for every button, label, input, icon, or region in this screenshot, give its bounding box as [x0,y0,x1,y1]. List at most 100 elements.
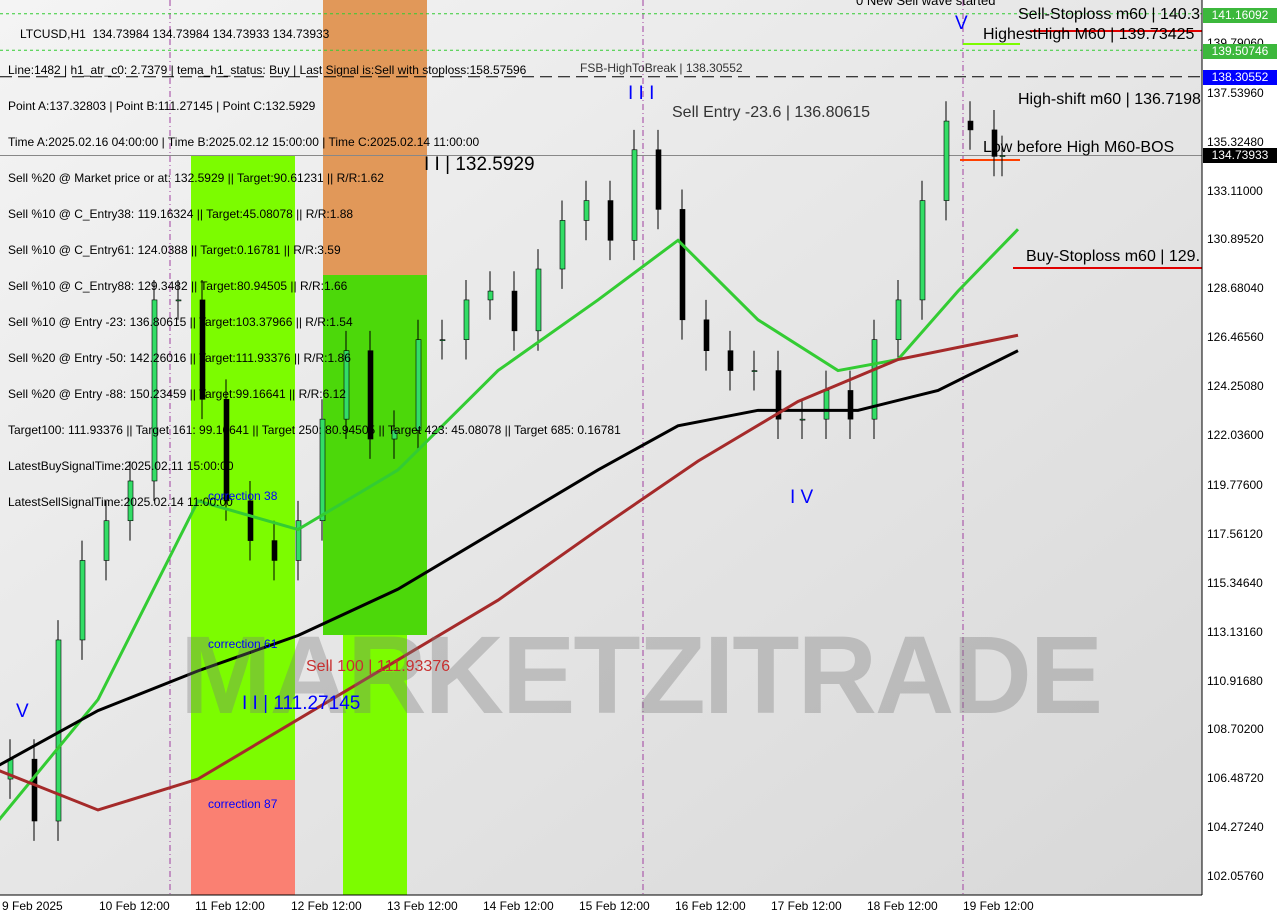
sell100-label: Sell 100 | 111.93376 [306,658,451,675]
x-tick-label: 12 Feb 12:00 [291,899,362,913]
candle-body [79,560,86,641]
y-tick-label: 133.11000 [1207,183,1263,198]
candle-body [343,350,350,420]
y-tick-label: 135.32480 [1207,134,1264,149]
watermark: MARKETZITRADE [180,614,1103,737]
entry-zone [343,635,407,895]
x-tick-label: 16 Feb 12:00 [675,899,746,913]
wave-iii-label: I I I [628,83,655,104]
candle-body [631,149,638,241]
entry-zone [323,275,427,635]
info-line: Line:1482 | h1_atr_c0: 2.7379 | tema_h1_… [8,63,527,77]
candle-body [199,299,206,400]
info-line: Point A:137.32803 | Point B:111.27145 | … [8,99,316,113]
candle-body [295,520,302,561]
candle-body [151,299,158,482]
y-tick-label: 126.46560 [1207,330,1264,345]
y-tick-label: 117.56120 [1207,526,1263,541]
price-tag: 139.50746 [1203,44,1277,59]
info-line: Sell %10 @ Entry -23: 136.80615 || Targe… [8,315,353,329]
candle-body [847,390,854,420]
y-tick-label: 122.03600 [1207,428,1264,443]
correction-38-label: correction 38 [208,489,278,503]
correction-87-label: correction 87 [208,797,278,811]
info-line: Sell %20 @ Market price or at: 132.5929 … [8,171,384,185]
x-tick-label: 17 Feb 12:00 [771,899,842,913]
symbol-line: LTCUSD,H1 134.73984 134.73984 134.73933 … [20,27,330,41]
y-tick-label: 119.77600 [1207,477,1263,492]
candle-body [487,290,494,301]
point-c-label: I I | 132.5929 [424,154,535,175]
candle-body [799,418,806,421]
candle-body [391,429,398,440]
candle-body [871,339,878,420]
candle-body [775,370,782,420]
info-line: LatestSellSignalTime:2025.02.14 11:00:00 [8,495,233,509]
y-tick-label: 102.05760 [1207,869,1264,884]
wave-v-left-label: V [16,701,29,722]
y-tick-label: 115.34640 [1207,575,1263,590]
candle-body [247,500,254,541]
candle-body [999,155,1006,157]
y-tick-label: 104.27240 [1207,820,1264,835]
candle-body [415,339,422,431]
y-tick-label: 130.89520 [1207,232,1264,247]
y-tick-label: 137.53960 [1207,85,1264,100]
candle-body [31,758,38,822]
highest-high-label: HighestHigh M60 | 139.73425 [983,26,1195,43]
y-tick-label: 128.68040 [1207,281,1264,296]
y-tick-label: 106.48720 [1207,771,1264,786]
moving-average-line [0,349,1019,767]
x-tick-label: 9 Feb 2025 [2,899,63,913]
candle-body [703,319,710,352]
info-line: Sell %10 @ C_Entry88: 129.3482 || Target… [8,279,348,293]
y-tick-label: 113.13160 [1207,624,1263,639]
candle-body [367,350,374,440]
candle-body [175,299,182,302]
low-before-high-label: Low before High M60-BOS [983,139,1175,156]
candle-body [607,200,614,241]
info-line: LatestBuySignalTime:2025.02.11 15:00:00 [8,459,234,473]
candle-body [751,370,758,372]
x-tick-label: 15 Feb 12:00 [579,899,650,913]
price-tag: 138.30552 [1203,70,1277,85]
candle-body [439,339,446,341]
info-line: Sell %10 @ C_Entry61: 124.0388 || Target… [8,243,341,257]
x-tick-label: 10 Feb 12:00 [99,899,170,913]
candle-body [919,200,926,301]
target-zone [323,0,427,275]
candle-body [511,290,518,332]
buy-stoploss-label: Buy-Stoploss m60 | 129. [1026,248,1201,265]
candle-body [535,268,542,332]
correction-zone [191,780,295,895]
candle-body [583,200,590,221]
new-wave-label: 0 New Sell wave started [856,0,996,8]
x-tick-label: 18 Feb 12:00 [867,899,938,913]
candle-body [823,390,830,420]
candle-body [967,120,974,131]
candle-body [463,299,470,340]
y-tick-label: 124.25080 [1207,379,1264,394]
moving-average-line [0,333,1019,812]
y-tick-label: 110.91680 [1207,673,1263,688]
fsb-label: FSB-HighToBreak | 138.30552 [580,61,743,75]
x-tick-label: 13 Feb 12:00 [387,899,458,913]
point-b-label: I I | 111.27145 [242,693,361,714]
x-tick-label: 14 Feb 12:00 [483,899,554,913]
candle-body [727,350,734,371]
candle-body [103,520,110,561]
candle-body [127,480,134,522]
x-tick-label: 19 Feb 12:00 [963,899,1034,913]
info-line: Sell %10 @ C_Entry38: 119.16324 || Targe… [8,207,354,221]
candle-body [655,149,662,210]
info-line: Time A:2025.02.16 04:00:00 | Time B:2025… [8,135,480,149]
candle-body [223,398,230,502]
candle-body [559,220,566,270]
sell-entry-label: Sell Entry -23.6 | 136.80615 [672,104,871,121]
info-line: Sell %20 @ Entry -88: 150.23459 || Targe… [8,387,346,401]
candle-body [895,299,902,340]
info-panel: LTCUSD,H1 134.73984 134.73984 134.73933 … [8,4,621,520]
info-line: Sell %20 @ Entry -50: 142.26016 || Targe… [8,351,351,365]
